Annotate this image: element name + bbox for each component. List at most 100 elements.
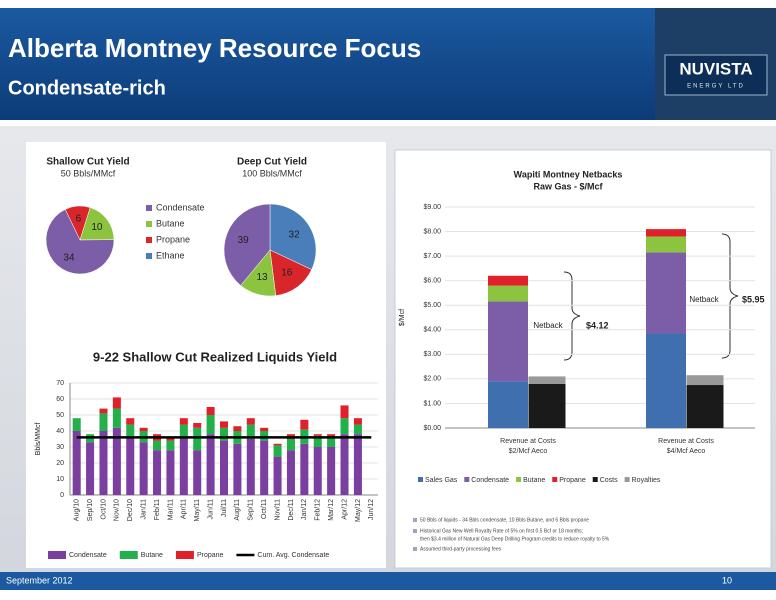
- bar-segment: [260, 440, 269, 495]
- bar-segment: [488, 275, 528, 286]
- y-tick-label: 10: [56, 476, 64, 483]
- bar-segment: [206, 415, 215, 435]
- y-axis-label: Bbls/MMcf: [35, 423, 42, 456]
- pie-label: 32: [289, 229, 301, 240]
- x-tick-label: Dec/11: [288, 499, 295, 521]
- legend-label: Propane: [559, 477, 586, 484]
- bar-segment: [273, 445, 282, 457]
- y-tick-label: $0.00: [423, 425, 441, 432]
- bar-segment: [233, 443, 242, 495]
- y-tick-label: $6.00: [423, 278, 441, 285]
- x-tick-label: Jun/12: [368, 499, 375, 520]
- bar-segment: [340, 405, 349, 419]
- x-tick-label: Feb/11: [154, 499, 161, 520]
- legend-label: Condensate: [69, 552, 107, 559]
- legend-swatch: [592, 477, 598, 482]
- bar-segment: [353, 418, 362, 425]
- bar-segment: [646, 236, 686, 253]
- x-tick-label: Mar/12: [328, 499, 335, 521]
- chart-title: Wapiti Montney Netbacks: [514, 169, 623, 179]
- annotation-value: $4.12: [586, 320, 609, 330]
- bar-segment: [112, 408, 121, 428]
- x-tick-label: Oct/11: [261, 499, 268, 519]
- legend-label: Butane: [156, 218, 185, 228]
- bar-segment: [112, 397, 121, 409]
- netback-brace: [563, 271, 581, 361]
- bar-segment: [99, 431, 108, 495]
- y-tick-label: 20: [56, 460, 64, 467]
- y-tick-label: 40: [56, 428, 64, 435]
- legend-swatch: [146, 205, 152, 211]
- bar-segment: [273, 456, 282, 495]
- bar-segment: [166, 437, 175, 441]
- legend-label: Costs: [600, 477, 618, 484]
- pie-slice: [269, 203, 317, 270]
- y-axis-label: $/Mcf: [399, 309, 406, 326]
- y-tick-label: $8.00: [423, 228, 441, 235]
- bar-segment: [126, 424, 135, 438]
- x-tick-label: Aug/11: [234, 499, 241, 521]
- bar-segment: [353, 424, 362, 435]
- x-tick-label: Feb/12: [315, 499, 322, 521]
- x-tick-label: Jun/11: [207, 499, 214, 520]
- logo-text: NUVISTA: [679, 59, 752, 78]
- footnote: Assumed third-party processing fees: [420, 546, 502, 552]
- legend-label: Condensate: [156, 202, 205, 212]
- bar-segment: [166, 450, 175, 495]
- pie-slice: [45, 209, 115, 275]
- bar-segment: [300, 443, 309, 495]
- bar-segment: [99, 413, 108, 431]
- x-tick-label: Apr/11: [181, 499, 188, 519]
- bar-segment: [528, 383, 566, 428]
- legend-swatch: [48, 551, 66, 559]
- legend-swatch: [175, 551, 194, 559]
- bar-segment: [646, 252, 686, 334]
- bar-segment: [646, 229, 686, 237]
- pie-slice: [79, 207, 115, 241]
- y-tick-label: $9.00: [423, 204, 441, 211]
- bar-segment: [353, 434, 362, 495]
- bar-segment: [488, 301, 528, 382]
- bar-segment: [286, 439, 295, 451]
- footnote: Historical Gas New Well Royalty Rate of …: [420, 528, 583, 534]
- pie-label: 6: [76, 214, 82, 225]
- y-tick-label: $4.00: [423, 327, 441, 334]
- pie-label: 13: [256, 272, 268, 283]
- y-tick-label: 60: [56, 396, 64, 403]
- bar-segment: [139, 427, 148, 431]
- x-tick-label: Revenue at Costs: [658, 438, 714, 445]
- y-tick-label: 50: [56, 412, 64, 419]
- legend-swatch: [552, 477, 558, 482]
- x-tick-sublabel: $2/Mcf Aeco: [509, 448, 548, 455]
- bar-segment: [219, 440, 229, 495]
- bar-segment: [126, 437, 135, 495]
- bar-segment: [246, 439, 255, 495]
- pie-label: 34: [63, 253, 75, 264]
- bar-segment: [166, 440, 175, 451]
- bar-segment: [179, 418, 188, 425]
- legend-swatch: [146, 221, 152, 227]
- x-tick-label: Sep/10: [87, 499, 94, 521]
- x-tick-label: Jul/11: [221, 499, 228, 517]
- y-tick-label: $1.00: [423, 400, 441, 407]
- bar-segment: [139, 442, 148, 495]
- note-bullet: [413, 529, 417, 533]
- legend-label: Ethane: [156, 250, 185, 260]
- bar-segment: [112, 427, 121, 495]
- y-tick-label: $3.00: [423, 351, 441, 358]
- slide-title: Alberta Montney Resource Focus: [8, 33, 421, 63]
- header-band: [0, 8, 776, 120]
- pie-label: 10: [91, 222, 103, 233]
- y-tick-label: 30: [56, 444, 64, 451]
- bar-segment: [233, 426, 242, 431]
- y-tick-label: 70: [56, 380, 64, 387]
- annotation-label: Netback: [533, 321, 563, 330]
- bar-segment: [206, 434, 215, 495]
- pie-title: Deep Cut Yield: [237, 157, 307, 168]
- bar-segment: [286, 450, 295, 495]
- footnote: 50 Bbls of liquids - 34 Bbls condensate,…: [420, 517, 589, 523]
- bar-segment: [153, 440, 162, 451]
- chart-title: 9-22 Shallow Cut Realized Liquids Yield: [93, 349, 337, 364]
- bar-segment: [99, 408, 108, 414]
- bar-segment: [246, 424, 255, 439]
